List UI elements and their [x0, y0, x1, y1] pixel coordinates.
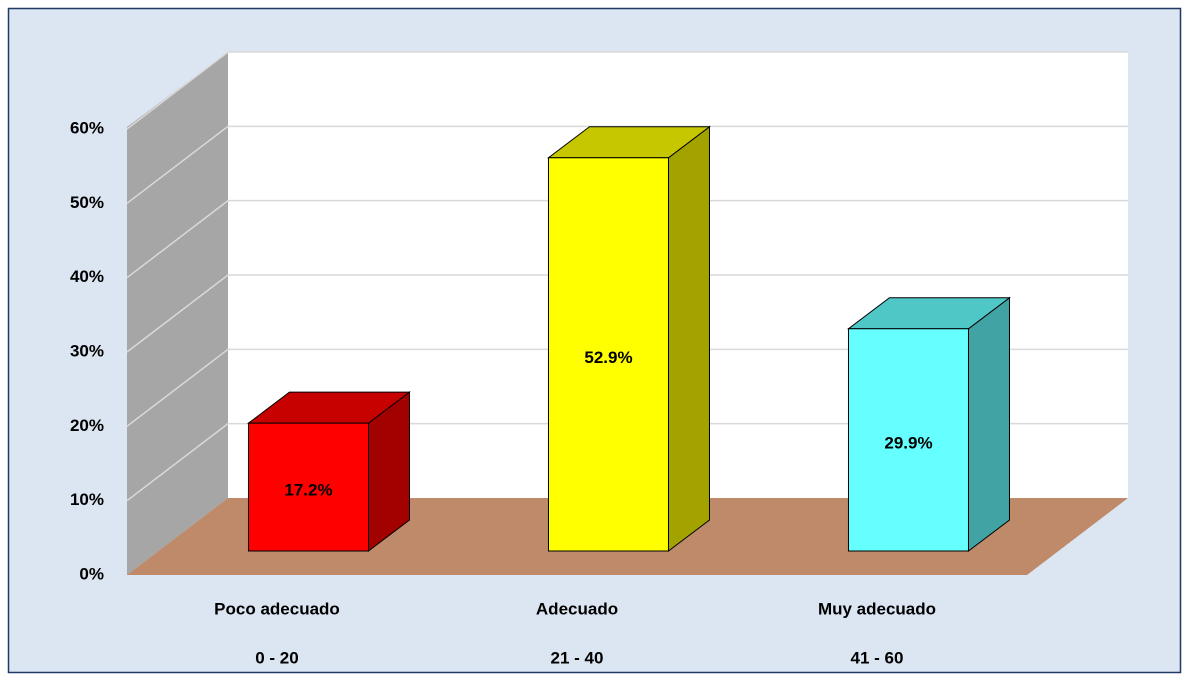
- x-tick-label: 0 - 20: [255, 648, 298, 667]
- x-tick-label: 41 - 60: [851, 648, 904, 667]
- x-tick-label: Muy adecuado: [818, 599, 936, 618]
- bar: [547, 157, 669, 552]
- value-label: 17.2%: [284, 481, 332, 500]
- y-tick-label: 60%: [70, 118, 104, 137]
- x-tick-label: Poco adecuado: [214, 599, 340, 618]
- grid-line: [126, 125, 1128, 204]
- bar-side: [967, 296, 1010, 553]
- grid-line: [126, 348, 1128, 427]
- y-tick-label: 0%: [79, 564, 104, 583]
- bar-side: [667, 125, 710, 553]
- y-tick-label: 10%: [70, 490, 104, 509]
- bar: [247, 422, 369, 552]
- y-tick-label: 20%: [70, 416, 104, 435]
- x-tick-label: 21 - 40: [551, 648, 604, 667]
- y-tick-label: 40%: [70, 267, 104, 286]
- grid-line: [126, 199, 1128, 279]
- value-label: 29.9%: [884, 433, 932, 452]
- grid-line: [126, 51, 1128, 130]
- grid-line: [126, 274, 1128, 353]
- y-tick-label: 30%: [70, 341, 104, 360]
- value-label: 52.9%: [584, 348, 632, 367]
- y-tick-label: 50%: [70, 193, 104, 212]
- x-tick-label: Adecuado: [536, 599, 618, 618]
- grid-line: [126, 422, 1128, 502]
- bar: [847, 328, 969, 552]
